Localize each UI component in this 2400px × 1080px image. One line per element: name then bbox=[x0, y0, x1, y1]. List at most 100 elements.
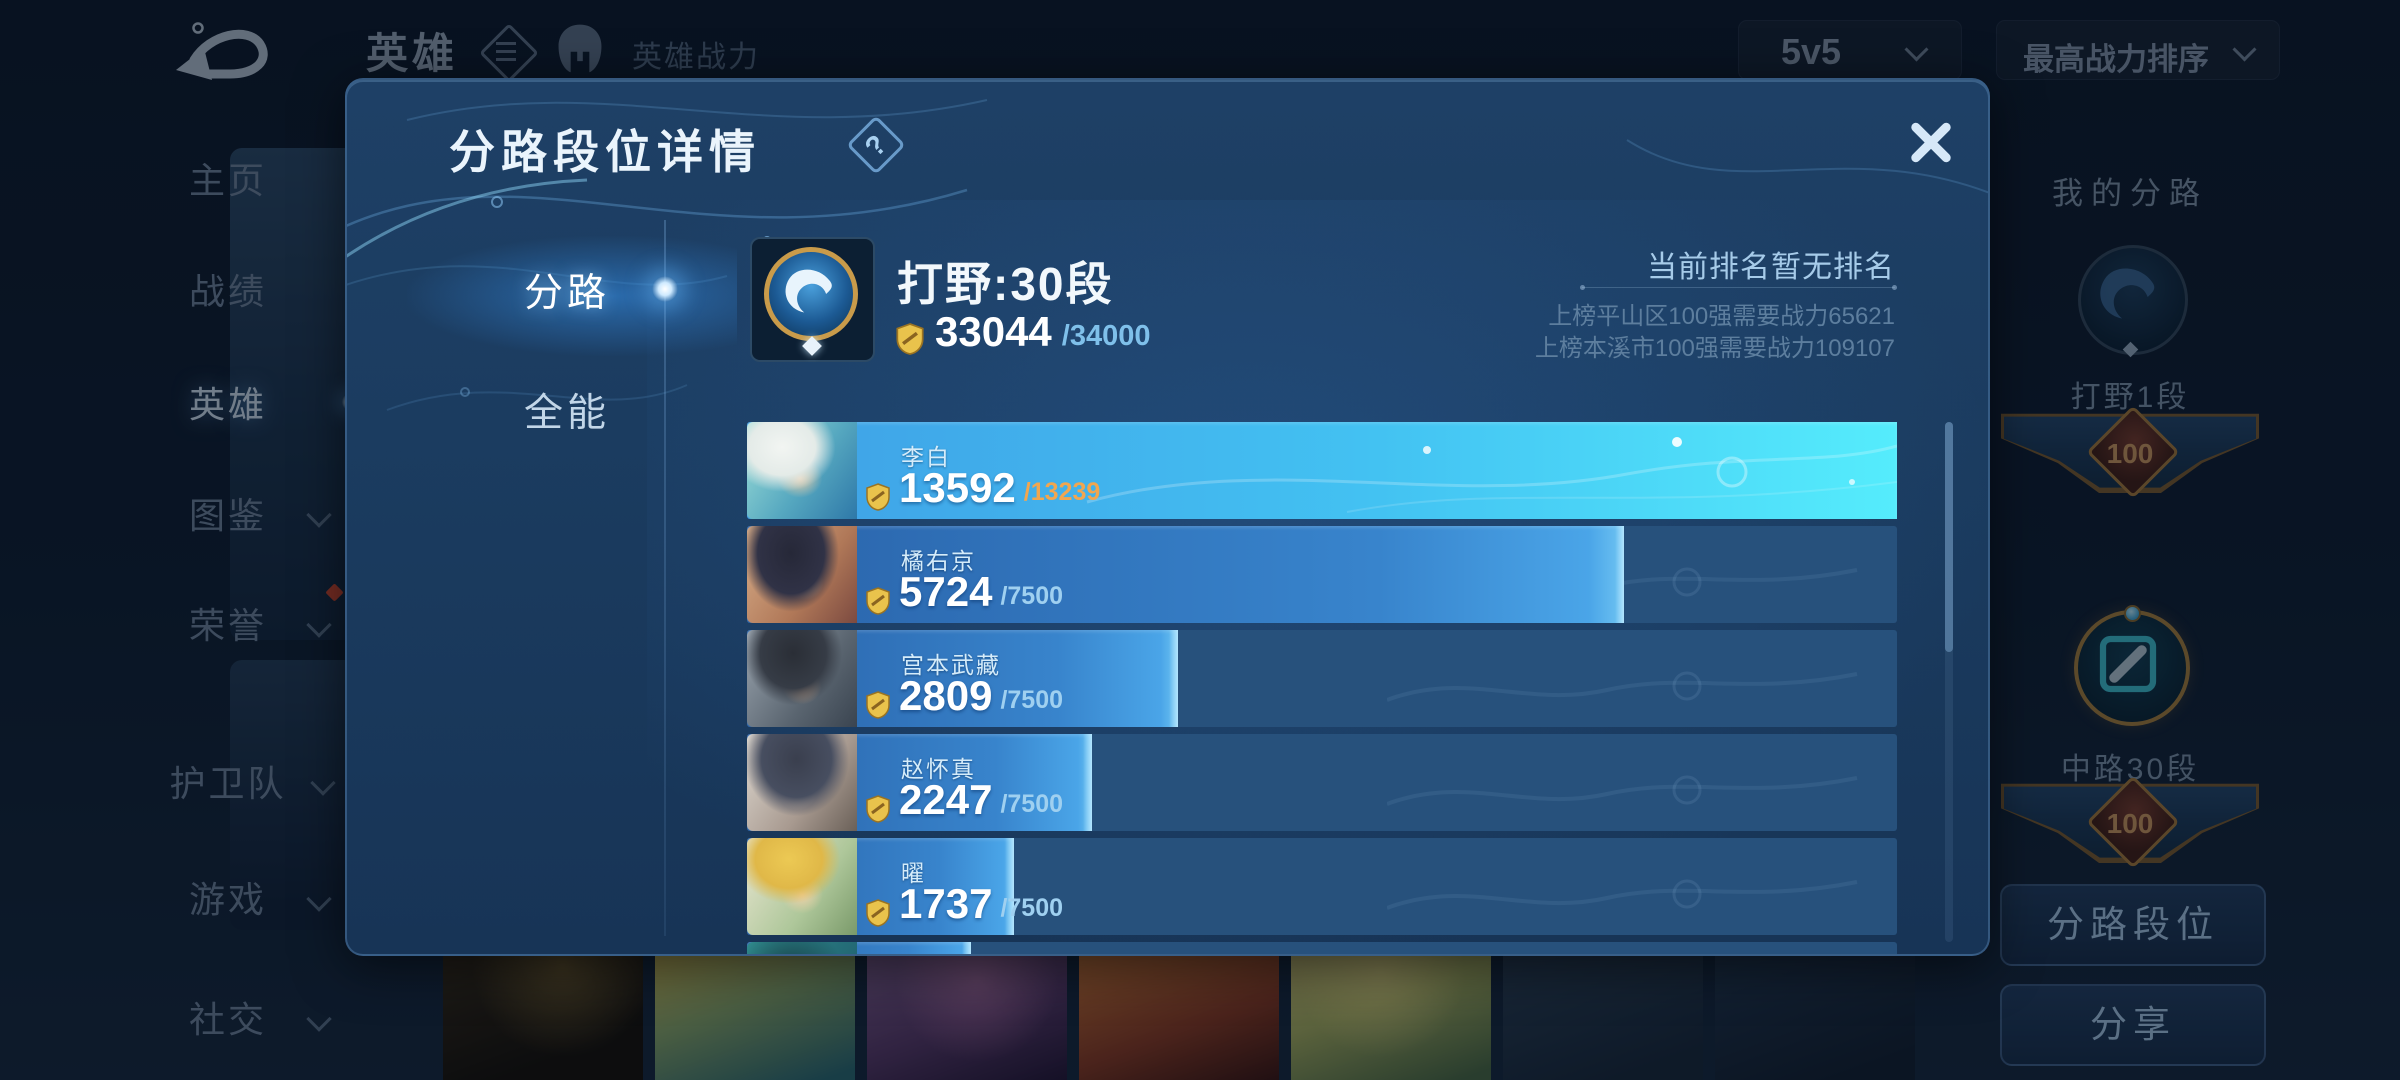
background-hero-card bbox=[1079, 938, 1279, 1080]
power-current: 2247 bbox=[899, 776, 993, 823]
modal-title: 分路段位详情 bbox=[449, 126, 761, 178]
background-hero-card bbox=[1291, 938, 1491, 1080]
background-hero-card bbox=[1715, 938, 1915, 1080]
hero-power-value: 5724 /7500 bbox=[865, 568, 1063, 616]
power-current: 2809 bbox=[899, 672, 993, 719]
list-scrollbar[interactable] bbox=[1945, 422, 1953, 942]
sidebar-item-guard-team[interactable]: 护卫队 bbox=[169, 763, 287, 804]
tab-lane[interactable]: 分路 bbox=[523, 272, 610, 315]
rank-emblem bbox=[750, 237, 875, 362]
background-hero-card bbox=[1503, 938, 1703, 1080]
rank-hint-city: 上榜本溪市100强需要战力109107 bbox=[1534, 335, 1895, 362]
sidebar-item-heroes[interactable]: 英雄 bbox=[188, 384, 267, 425]
hero-portrait bbox=[747, 942, 857, 954]
hero-name: 赵怀真 bbox=[901, 756, 976, 782]
hero-power-value: 13592 /13239 bbox=[865, 464, 1100, 512]
mode-select-value: 5v5 bbox=[1781, 31, 1842, 72]
top100-value: 100 bbox=[2106, 808, 2154, 839]
hero-row-yao[interactable]: 曜 1737 /7500 bbox=[747, 838, 1897, 935]
hero-row-juyoujing[interactable]: 橘右京 5724 /7500 bbox=[747, 526, 1897, 623]
power-shield-icon bbox=[866, 899, 890, 927]
power-current: 33044 bbox=[935, 308, 1052, 355]
lane-power: 33044 /34000 bbox=[895, 308, 1151, 356]
list-lines bbox=[496, 42, 516, 61]
dragon-icon bbox=[2100, 268, 2155, 319]
hero-power-value: 2247 /7500 bbox=[865, 776, 1063, 824]
active-tab-dot bbox=[652, 276, 678, 302]
power-shield-icon bbox=[866, 795, 890, 823]
hero-row-libai[interactable]: 李白 13592 /13239 bbox=[747, 422, 1897, 519]
hero-name: 橘右京 bbox=[901, 548, 976, 574]
background-hero-card bbox=[655, 938, 855, 1080]
sidebar-item-social[interactable]: 社交 bbox=[188, 999, 267, 1040]
sidebar-item-records[interactable]: 战绩 bbox=[188, 271, 267, 312]
rank-status: 当前排名暂无排名 bbox=[1647, 251, 1895, 284]
sidebar-item-games[interactable]: 游戏 bbox=[188, 879, 267, 920]
sort-select[interactable]: 最高战力排序 bbox=[1996, 20, 2280, 80]
jungle-top100-banner: 100 bbox=[2001, 405, 2259, 500]
lane-rank-detail-modal: 分路段位详情 ? 分路 全能 打野:30段 33044 /34000 bbox=[345, 78, 1990, 956]
power-shield-icon bbox=[866, 587, 890, 615]
power-bar-fill bbox=[747, 526, 1625, 623]
power-max: /34000 bbox=[1061, 320, 1151, 352]
hero-portrait bbox=[747, 734, 857, 831]
top100-value: 100 bbox=[2106, 438, 2154, 469]
lane-rank-button[interactable]: 分路段位 bbox=[2000, 884, 2266, 966]
mid-rank-badge[interactable] bbox=[2074, 605, 2190, 726]
mid-top100-banner: 100 bbox=[2001, 775, 2259, 870]
hero-name: 曜 bbox=[901, 860, 926, 886]
divider bbox=[1580, 285, 1897, 290]
hero-row-miyamoto[interactable]: 宫本武藏 2809 /7500 bbox=[747, 630, 1897, 727]
power-current: 5724 bbox=[899, 568, 993, 615]
helmet-icon[interactable] bbox=[552, 20, 608, 76]
power-shield-icon bbox=[896, 323, 924, 355]
hero-power-list: 李白 13592 /13239 bbox=[747, 80, 1897, 954]
power-max: /7500 bbox=[1000, 894, 1063, 922]
background-hero-card bbox=[443, 938, 643, 1080]
power-max: /7500 bbox=[1000, 686, 1063, 714]
sidebar-item-honor[interactable]: 荣誉 bbox=[188, 605, 267, 646]
hero-power-value: 2809 /7500 bbox=[865, 672, 1063, 720]
hero-row-zhaohuaizhen[interactable]: 赵怀真 2247 /7500 bbox=[747, 734, 1897, 831]
share-button[interactable]: 分享 bbox=[2000, 984, 2266, 1066]
tab-allround[interactable]: 全能 bbox=[523, 392, 610, 435]
power-max: /7500 bbox=[1000, 582, 1063, 610]
lane-rank-title: 打野:30段 bbox=[897, 258, 1114, 310]
jungle-rank-badge[interactable] bbox=[2078, 245, 2188, 358]
hero-power-entry-label[interactable]: 英雄战力 bbox=[632, 41, 760, 74]
scrollbar-thumb[interactable] bbox=[1945, 422, 1953, 652]
emblem-ring bbox=[764, 247, 858, 341]
hero-portrait bbox=[747, 526, 857, 623]
back-arrow-icon bbox=[176, 22, 268, 80]
close-icon[interactable] bbox=[1887, 100, 1973, 186]
hero-portrait bbox=[747, 838, 857, 935]
tab-divider-line bbox=[664, 220, 666, 936]
hero-name: 宫本武藏 bbox=[901, 652, 1001, 678]
line-decoration bbox=[1387, 671, 1858, 702]
hero-portrait bbox=[747, 422, 857, 519]
background-hero-card bbox=[867, 938, 1067, 1080]
power-max: /13239 bbox=[1023, 478, 1101, 506]
hero-name: 李白 bbox=[901, 444, 951, 470]
dragon-icon bbox=[785, 269, 832, 313]
power-max: /7500 bbox=[1000, 790, 1063, 818]
hero-list-icon[interactable] bbox=[479, 23, 539, 83]
power-bar-track bbox=[747, 942, 1897, 954]
page-title: 英雄 bbox=[366, 30, 459, 77]
mid-lane-icon bbox=[2099, 635, 2157, 693]
hero-power-value: 1737 /7500 bbox=[865, 880, 1063, 928]
sidebar-item-gallery[interactable]: 图鉴 bbox=[188, 495, 267, 536]
power-current: 13592 bbox=[899, 464, 1016, 511]
sidebar-item-home[interactable]: 主页 bbox=[188, 160, 267, 201]
rank-hint-district: 上榜平山区100强需要战力65621 bbox=[1548, 303, 1895, 330]
sort-select-value: 最高战力排序 bbox=[2023, 42, 2209, 77]
my-lanes-title: 我的分路 bbox=[2052, 176, 2208, 211]
power-shield-icon bbox=[866, 483, 890, 511]
back-button[interactable] bbox=[160, 12, 280, 82]
badge-gem bbox=[2124, 605, 2141, 622]
power-current: 1737 bbox=[899, 880, 993, 927]
power-shield-icon bbox=[866, 691, 890, 719]
hero-row-partial[interactable] bbox=[747, 942, 1897, 954]
hero-portrait bbox=[747, 630, 857, 727]
